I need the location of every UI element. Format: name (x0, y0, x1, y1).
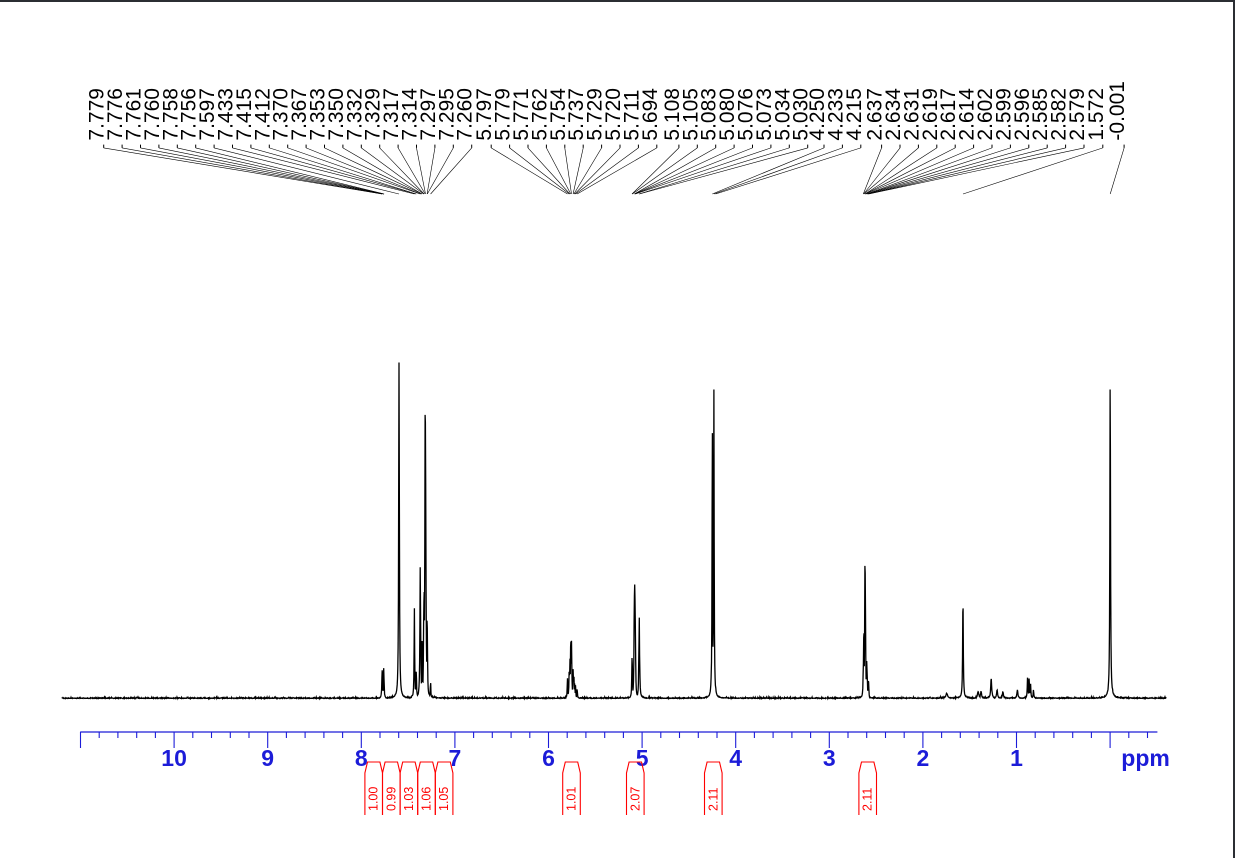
svg-text:1.05: 1.05 (437, 787, 451, 811)
svg-text:2.11: 2.11 (861, 788, 875, 811)
svg-text:1.00: 1.00 (367, 787, 381, 811)
svg-text:2.07: 2.07 (628, 787, 642, 811)
svg-text:2.11: 2.11 (706, 788, 720, 811)
svg-text:1.01: 1.01 (565, 787, 579, 811)
svg-text:0.99: 0.99 (384, 787, 398, 811)
svg-text:1.03: 1.03 (402, 787, 416, 811)
svg-text:1.06: 1.06 (420, 787, 434, 811)
